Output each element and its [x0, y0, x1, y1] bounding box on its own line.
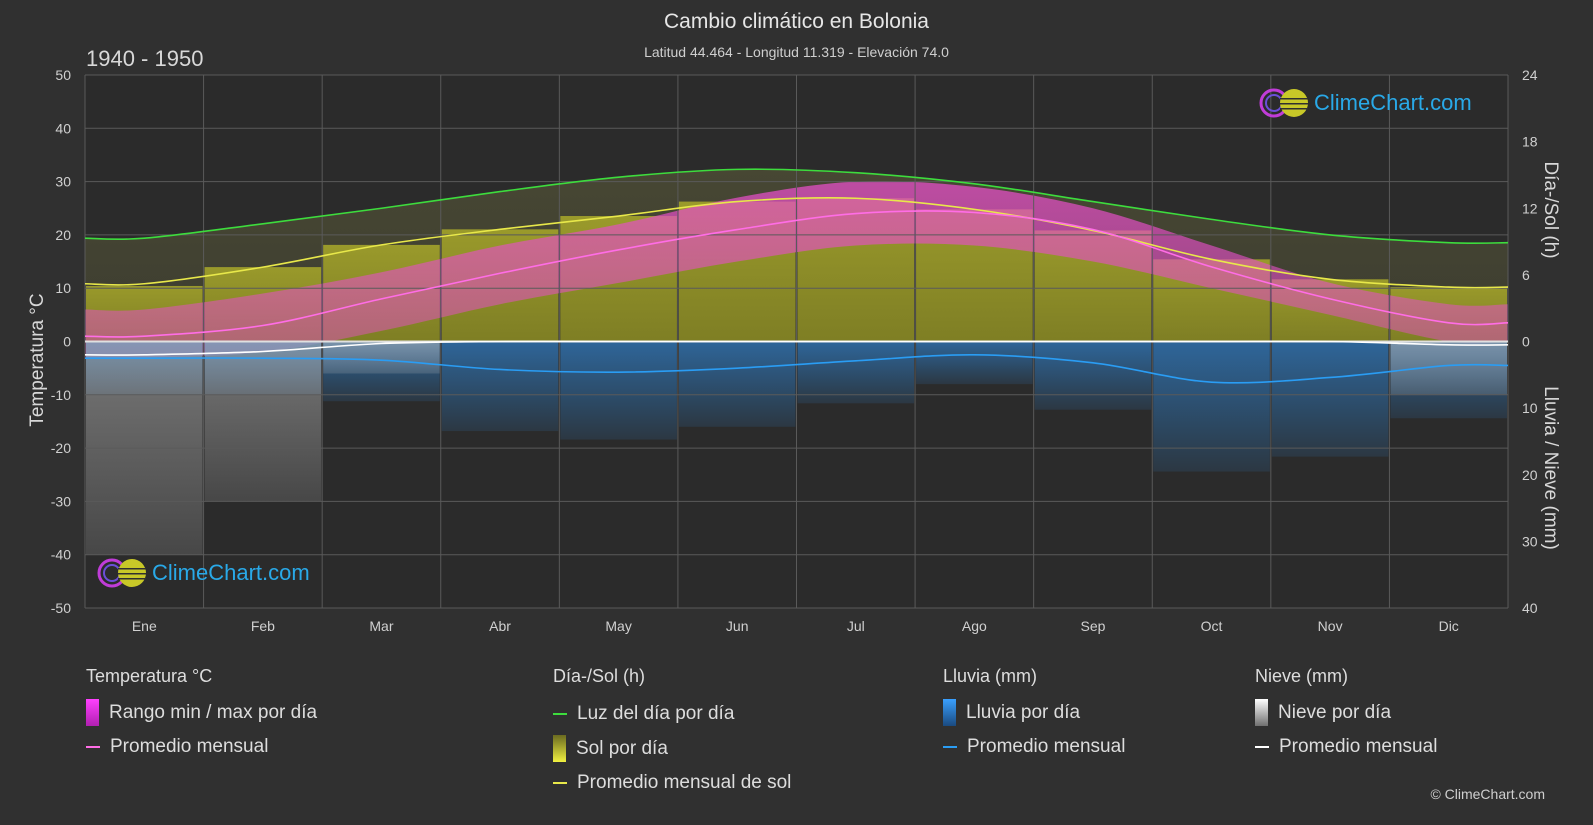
month-label: Ago: [962, 618, 987, 634]
legend-label: Rango min / max por día: [109, 701, 318, 723]
month-label: Sep: [1080, 618, 1105, 634]
right-top-tick-label: 12: [1522, 200, 1538, 216]
snow-bar: [204, 341, 322, 502]
legend-temperature-title: Temperatura °C: [86, 666, 213, 686]
right-top-tick-label: 24: [1522, 67, 1538, 83]
rain-avg-swatch: [943, 746, 957, 748]
temp-range-swatch: [86, 699, 99, 726]
left-tick-label: -40: [51, 547, 71, 563]
left-tick-label: 50: [55, 67, 71, 83]
legend-item-sun: Sol por día: [553, 735, 791, 762]
rain-bar: [1271, 341, 1389, 457]
legend-sun: Día-/Sol (h) Luz del día por día Sol por…: [553, 666, 791, 794]
left-tick-label: 10: [55, 280, 71, 296]
right-bottom-tick-label: 30: [1522, 533, 1538, 549]
month-label: Nov: [1318, 618, 1343, 634]
sun-avg-line: [84, 197, 1509, 289]
logo-icon: [1259, 88, 1308, 118]
left-tick-label: 20: [55, 227, 71, 243]
month-label: Feb: [251, 618, 275, 634]
right-top-tick-label: 18: [1522, 134, 1538, 150]
month-label: Dic: [1439, 618, 1459, 634]
legend-label: Promedio mensual: [967, 736, 1126, 757]
chart-title: Cambio climático en Bolonia: [664, 10, 929, 33]
legend-label: Promedio mensual: [110, 736, 269, 757]
right-bottom-tick-label: 20: [1522, 467, 1538, 483]
rain-bar: [916, 341, 1033, 385]
rain-bar: [441, 341, 559, 432]
legend-label: Luz del día por día: [577, 703, 735, 724]
left-tick-label: 30: [55, 174, 71, 190]
logo-icon: [97, 558, 146, 588]
legend-label: Nieve por día: [1278, 701, 1392, 723]
snow-avg-swatch: [1255, 746, 1269, 748]
left-tick-label: -50: [51, 600, 71, 616]
legend-item-rain-avg: Promedio mensual: [943, 736, 1125, 758]
legend-item-snow-avg: Promedio mensual: [1255, 736, 1437, 758]
legend-item-temp-avg: Promedio mensual: [86, 736, 317, 758]
temp-avg-swatch: [86, 746, 100, 748]
right-bottom-tick-label: 10: [1522, 400, 1538, 416]
period-label: 1940 - 1950: [86, 46, 204, 71]
legend-label: Promedio mensual de sol: [577, 772, 792, 793]
rain-avg-line: [85, 354, 1509, 384]
left-tick-label: 40: [55, 120, 71, 136]
daylight-line: [84, 168, 1509, 245]
legend-item-sun-avg: Promedio mensual de sol: [553, 772, 791, 794]
legend-rain: Lluvia (mm) Lluvia por día Promedio mens…: [943, 666, 1125, 758]
month-label: Ene: [132, 618, 157, 634]
logo-bottom[interactable]: ClimeChart.com: [96, 556, 310, 590]
chart-subtitle: Latitud 44.464 - Longitud 11.319 - Eleva…: [644, 44, 949, 60]
left-tick-label: 0: [63, 334, 71, 350]
legend-sun-title: Día-/Sol (h): [553, 666, 646, 686]
month-label: Mar: [369, 618, 393, 634]
rain-swatch: [943, 699, 956, 726]
legend-item-rain: Lluvia por día: [943, 699, 1125, 726]
snow-bar: [323, 341, 440, 374]
legend-label: Sol por día: [576, 737, 668, 759]
rain-bar: [1034, 341, 1152, 410]
rain-bar: [678, 341, 796, 427]
copyright: © ClimeChart.com: [1430, 786, 1545, 802]
legend-snow: Nieve (mm) Nieve por día Promedio mensua…: [1255, 666, 1437, 758]
right-top-tick-label: 6: [1522, 267, 1530, 283]
rain-bar: [797, 341, 915, 404]
snow-swatch: [1255, 699, 1268, 726]
rain-bar: [560, 341, 677, 440]
left-tick-label: -10: [51, 387, 71, 403]
logo-text: ClimeChart.com: [1314, 90, 1472, 115]
daylight-swatch: [553, 713, 567, 715]
legend-snow-title: Nieve (mm): [1255, 666, 1348, 686]
month-label: May: [605, 618, 631, 634]
logo-top[interactable]: ClimeChart.com: [1258, 86, 1472, 120]
legend-rain-title: Lluvia (mm): [943, 666, 1038, 686]
snow-avg-line: [84, 340, 1509, 356]
logo-text: ClimeChart.com: [152, 560, 310, 585]
right-bottom-tick-label: 40: [1522, 600, 1538, 616]
month-label: Abr: [489, 618, 511, 634]
left-tick-label: -30: [51, 493, 71, 509]
rain-bar: [1153, 341, 1270, 472]
legend-item-temp-range: Rango min / max por día: [86, 699, 317, 726]
legend-item-daylight: Luz del día por día: [553, 703, 791, 725]
month-label: Jul: [847, 618, 865, 634]
snow-bar: [1390, 341, 1507, 395]
sun-swatch: [553, 735, 566, 762]
month-label: Jun: [726, 618, 749, 634]
right-top-tick-label: 0: [1522, 334, 1530, 350]
left-tick-label: -20: [51, 440, 71, 456]
month-label: Oct: [1201, 618, 1223, 634]
legend-temperature: Temperatura °C Rango min / max por día P…: [86, 666, 317, 758]
legend-label: Promedio mensual: [1279, 736, 1438, 757]
temp-avg-line: [84, 210, 1509, 338]
legend-item-snow: Nieve por día: [1255, 699, 1437, 726]
legend-label: Lluvia por día: [966, 701, 1081, 723]
sun-avg-swatch: [553, 782, 567, 784]
